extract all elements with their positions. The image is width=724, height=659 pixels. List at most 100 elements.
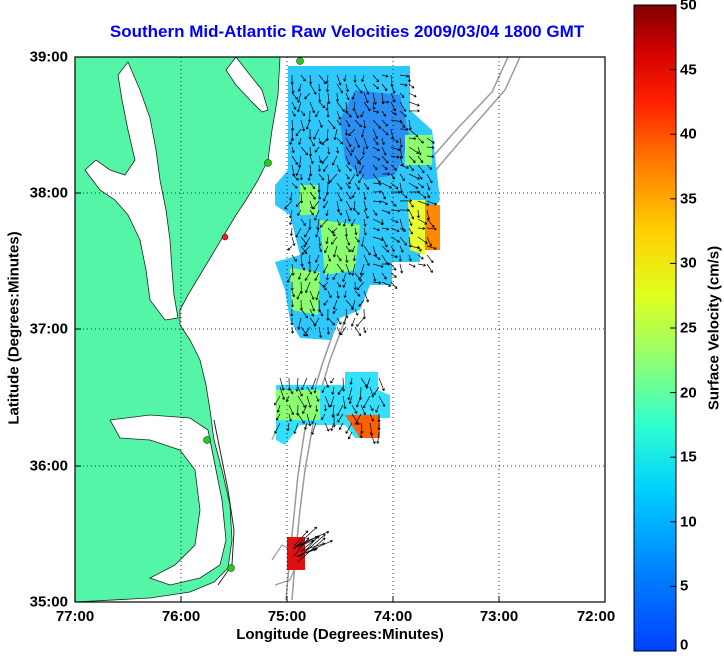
velocity-arrow <box>378 395 386 407</box>
velocity-arrow <box>363 209 369 219</box>
velocity-arrow <box>399 127 409 131</box>
velocity-arrow <box>306 386 313 395</box>
velocity-arrow <box>372 137 379 146</box>
velocity-arrow <box>372 164 378 171</box>
velocity-arrow <box>279 377 285 391</box>
velocity-arrow <box>330 422 335 431</box>
velocity-arrow <box>426 263 433 273</box>
velocity-arrow <box>336 164 341 173</box>
velocity-arrow <box>408 164 414 171</box>
velocity-arrow <box>291 182 298 189</box>
velocity-arrow <box>399 146 404 159</box>
velocity-arrow <box>369 386 375 398</box>
velocity-arrow <box>381 191 386 200</box>
velocity-arrow <box>322 281 329 288</box>
velocity-arrow <box>342 218 347 227</box>
velocity-arrow <box>297 317 302 330</box>
velocity-arrow <box>288 386 294 395</box>
velocity-arrow <box>358 173 365 184</box>
velocity-arrow <box>398 254 402 262</box>
colorbar-tick-label: 20 <box>680 384 697 402</box>
velocity-arrow <box>372 119 382 129</box>
velocity-arrow <box>408 92 417 98</box>
velocity-arrow <box>290 308 294 317</box>
velocity-arrow <box>345 137 352 148</box>
velocity-arrow <box>381 164 388 170</box>
velocity-arrow <box>291 173 299 181</box>
velocity-arrow <box>308 263 312 273</box>
velocity-arrow <box>426 137 435 144</box>
x-tick-label: 76:00 <box>161 608 201 625</box>
y-tick-label: 37:00 <box>29 320 68 338</box>
velocity-arrow <box>344 128 349 136</box>
gridlines <box>75 57 605 602</box>
velocity-arrow <box>345 83 349 93</box>
velocity-arrow <box>347 386 353 401</box>
velocity-arrow <box>345 119 351 128</box>
velocity-arrow <box>408 109 420 113</box>
velocity-arrow <box>399 199 413 203</box>
velocity-arrow <box>426 154 435 159</box>
velocity-arrow <box>360 236 365 247</box>
velocity-arrow <box>354 164 359 177</box>
station-marker <box>296 57 304 65</box>
velocity-arrow <box>345 155 351 166</box>
velocity-arrow <box>417 182 425 189</box>
velocity-arrow <box>363 137 369 150</box>
velocity-arrow <box>291 155 299 165</box>
velocity-arrow <box>315 290 320 301</box>
velocity-arrow <box>359 431 363 439</box>
velocity-arrow <box>291 254 297 262</box>
velocity-arrow <box>319 218 329 228</box>
velocity-arrow <box>408 146 420 154</box>
velocity-arrow <box>306 413 312 427</box>
velocity-arrow <box>291 92 298 100</box>
velocity-arrow <box>381 155 389 164</box>
velocity-arrow <box>355 395 362 408</box>
velocity-arrow <box>291 236 296 246</box>
x-tick-label: 77:00 <box>55 608 95 625</box>
velocity-arrow <box>372 128 378 140</box>
velocity-arrow <box>331 236 338 245</box>
velocity-arrow <box>304 227 311 238</box>
velocity-arrow <box>313 317 320 327</box>
velocity-arrow <box>322 164 329 172</box>
velocity-vectors <box>274 74 437 563</box>
velocity-arrow <box>343 74 347 82</box>
velocity-arrow <box>293 537 310 557</box>
velocity-arrow <box>312 200 320 210</box>
velocity-arrow <box>336 146 340 154</box>
velocity-arrow <box>350 218 356 227</box>
velocity-arrow <box>296 547 318 557</box>
velocity-arrow <box>351 299 356 311</box>
colorbar-tick-label: 40 <box>680 125 697 143</box>
velocity-arrow <box>363 92 369 104</box>
velocity-arrow <box>390 281 398 289</box>
velocity-arrow <box>276 404 281 413</box>
velocity-arrow <box>325 101 329 111</box>
velocity-arrow <box>279 386 286 400</box>
velocity-arrow <box>354 155 362 165</box>
velocity-arrow <box>350 317 356 327</box>
velocity-arrow <box>348 128 356 137</box>
velocity-arrow <box>381 262 391 266</box>
velocity-arrow <box>381 227 390 231</box>
velocity-arrow <box>417 218 428 225</box>
velocity-arrow <box>297 209 302 216</box>
axis-ticks <box>74 56 606 603</box>
velocity-arrow <box>309 155 314 164</box>
map-title: Southern Mid-Atlantic Raw Velocities 200… <box>109 22 585 41</box>
velocity-arrow <box>336 254 342 262</box>
velocity-arrow <box>399 173 405 182</box>
velocity-arrow <box>390 218 399 224</box>
y-tick-label: 36:00 <box>29 457 68 475</box>
velocity-arrow <box>354 137 360 148</box>
velocity-arrow <box>297 386 303 397</box>
velocity-arrow <box>408 254 412 262</box>
velocity-arrow <box>360 404 367 416</box>
velocity-arrow <box>354 119 362 128</box>
pamlico-sound <box>109 414 227 586</box>
velocity-arrow <box>303 326 311 337</box>
velocity-arrow <box>381 128 389 136</box>
velocity-arrow <box>309 290 315 300</box>
